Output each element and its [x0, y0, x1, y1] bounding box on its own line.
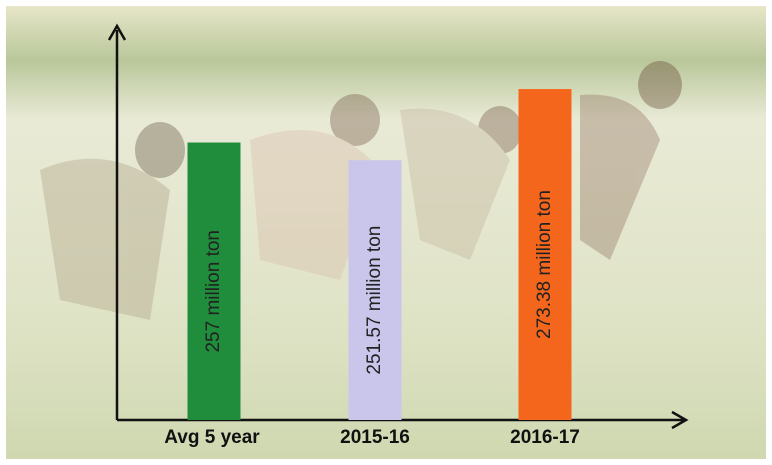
value-label: 273.38 million ton [534, 190, 555, 339]
x-tick-label: 2016-17 [510, 427, 580, 448]
x-tick-label: Avg 5 year [164, 427, 260, 448]
value-label: 257 million ton [203, 230, 224, 353]
chart: 257 million ton Avg 5 year 251.57 million … [0, 0, 772, 465]
value-label: 251.57 million ton [364, 226, 385, 375]
x-tick-label: 2015-16 [340, 427, 410, 448]
